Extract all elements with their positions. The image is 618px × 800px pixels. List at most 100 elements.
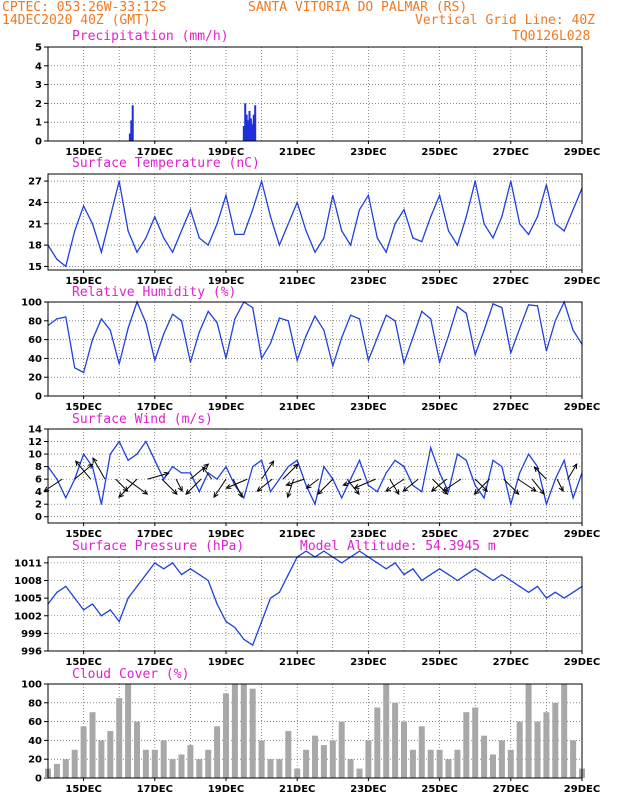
pressure-ytick-label: 1011 (14, 558, 42, 569)
temp-point (198, 237, 200, 239)
rh-xtick-label: 29DEC (564, 402, 600, 413)
temp-point (492, 237, 494, 239)
rh-point (287, 320, 289, 322)
rh-point (74, 367, 76, 369)
rh-point (278, 317, 280, 319)
rh-frame (47, 301, 583, 397)
precip-bar (249, 118, 252, 141)
wind-xtick-label: 27DEC (493, 529, 529, 540)
pressure-xtick-label: 23DEC (350, 657, 386, 668)
pressure-ytick-label: 1002 (14, 611, 42, 622)
pressure-frame (47, 556, 583, 652)
rh-point (456, 306, 458, 308)
wind-arrow-head (402, 486, 409, 492)
cloud-bar (80, 726, 87, 778)
temp-point (554, 223, 556, 225)
temp-xtick-label: 21DEC (279, 276, 315, 287)
cloud-bar (169, 759, 176, 778)
cloud-bar (214, 726, 221, 778)
rh-point (510, 352, 512, 354)
temp-point (243, 233, 245, 236)
rh-ytick-label: 60 (28, 335, 42, 346)
wind-point (287, 466, 289, 468)
pressure-point (447, 574, 450, 576)
cloud-bar (303, 749, 310, 778)
temp-point (545, 184, 548, 186)
wind-point (269, 491, 272, 493)
cloud-frame (47, 683, 583, 779)
wind-ytick-label: 12 (28, 437, 42, 448)
pressure-altitude-annotation: Model Altitude: 54.3945 m (300, 539, 496, 554)
wind-frame (47, 428, 583, 524)
pressure-point (109, 609, 111, 611)
cloud-bar (329, 740, 336, 778)
cloud-bar (196, 759, 203, 778)
wind-ytick-label: 6 (35, 475, 42, 486)
wind-arrow-head (225, 484, 232, 489)
temp-ytick-label: 27 (28, 177, 42, 188)
precip-panel: 0 1 2 3 4 5 15DEC 17DEC 19DEC 21DEC 23DEC 25DEC 27DE… (35, 43, 600, 159)
wind-point (403, 466, 405, 468)
temp-point (100, 251, 102, 253)
wind-arrow-head (185, 489, 191, 495)
pressure-point (261, 621, 263, 623)
temp-point (456, 244, 458, 246)
wind-arrow (126, 478, 148, 495)
pressure-point (412, 568, 414, 570)
wind-point (528, 453, 530, 455)
rh-point (189, 361, 191, 363)
pressure-point (430, 574, 432, 576)
temp-point (127, 230, 129, 232)
temp-point (234, 233, 236, 236)
rh-point (501, 307, 503, 309)
wind-point (261, 459, 263, 461)
wind-arrow-head (539, 489, 545, 496)
wind-point (519, 472, 521, 474)
wind-point (154, 459, 156, 461)
wind-point (314, 503, 316, 505)
rh-point (234, 318, 236, 320)
wind-arrow (431, 478, 448, 492)
pressure-point (74, 597, 76, 599)
wind-arrow-head (482, 486, 489, 492)
rh-point (519, 327, 521, 329)
wind-xtick-label: 29DEC (564, 529, 600, 540)
pressure-point (145, 574, 147, 576)
precip-bar (254, 105, 257, 141)
temp-point (474, 180, 476, 182)
wind-arrow (287, 478, 295, 498)
rh-point (474, 354, 476, 356)
rh-point (447, 335, 450, 337)
temp-point (376, 237, 378, 239)
wind-arrow-head (394, 489, 400, 496)
precip-bar (247, 120, 250, 141)
cloud-bar (338, 721, 345, 778)
cloud-bar (134, 721, 140, 778)
temp-xtick-label: 19DEC (208, 276, 244, 287)
temp-point (510, 180, 512, 182)
wind-point (563, 459, 565, 461)
wind-arrow (213, 478, 227, 498)
rh-ytick-label: 80 (28, 316, 42, 327)
pressure-point (385, 568, 387, 570)
temp-point (439, 194, 441, 196)
wind-arrow-head (572, 463, 578, 470)
wind-arrow (567, 463, 578, 480)
wind-ytick-label: 10 (28, 450, 42, 461)
pressure-point (305, 550, 307, 552)
wind-arrow (317, 478, 334, 495)
wind-arrow (286, 478, 305, 486)
temp-xtick-label: 27DEC (493, 276, 529, 287)
pressure-point (456, 579, 458, 582)
rh-point (261, 357, 263, 359)
temp-point (83, 205, 85, 207)
temp-point (332, 194, 334, 196)
wind-arrow (354, 478, 376, 489)
wind-arrow-head (74, 460, 81, 467)
temp-point (118, 180, 120, 182)
rh-point (56, 318, 58, 320)
precip-bar (244, 103, 247, 141)
temp-point (394, 223, 396, 225)
rh-point (323, 329, 325, 331)
